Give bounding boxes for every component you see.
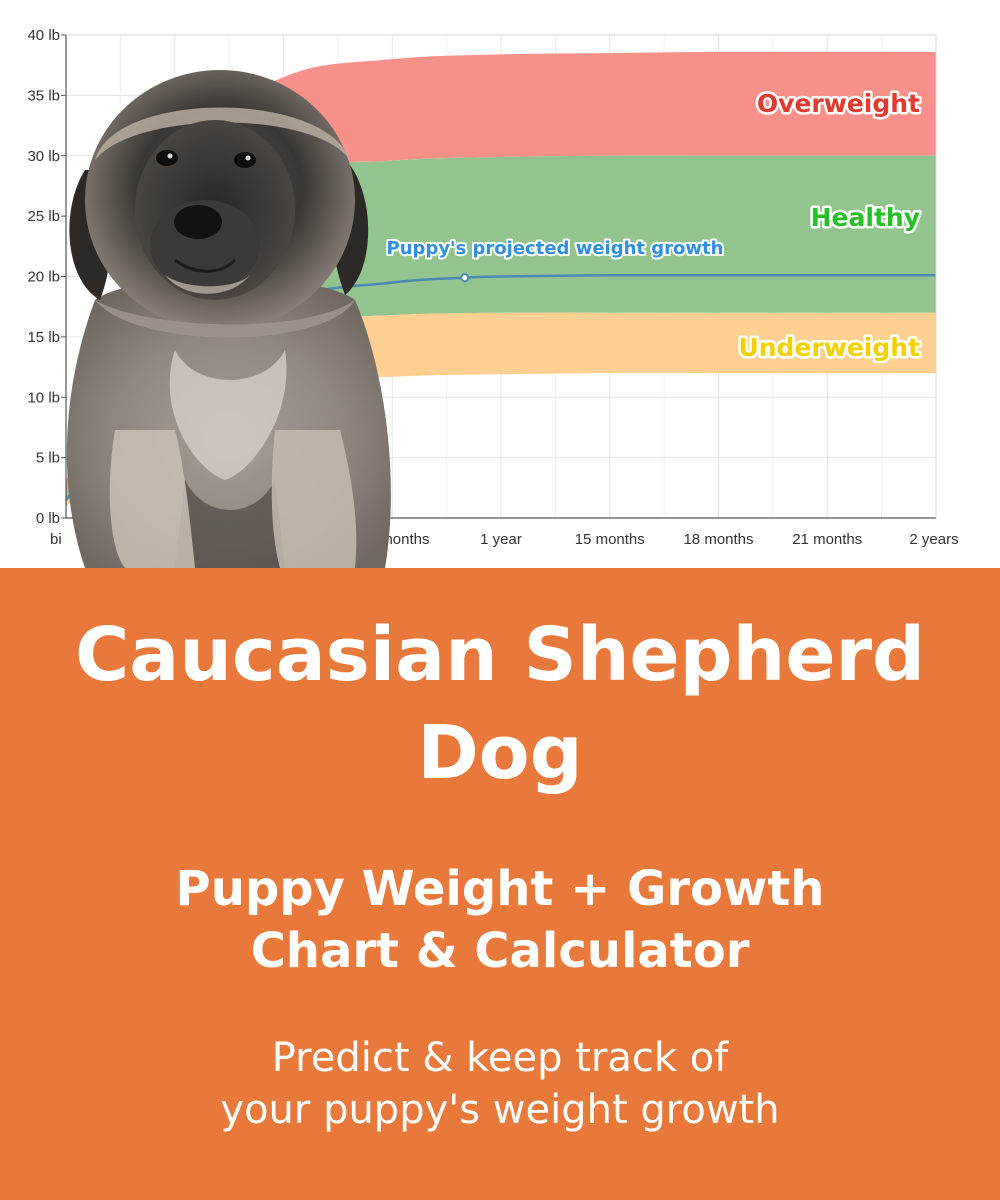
puppy-right-leg <box>271 430 357 568</box>
x-tick-label: 1 year <box>480 531 522 548</box>
x-tick-label: 15 months <box>575 531 645 548</box>
band-label-healthy: Healthy <box>811 203 920 232</box>
x-tick-label: 18 months <box>683 531 753 548</box>
y-tick-label: 35 lb <box>27 87 60 104</box>
tagline: Predict & keep track of your puppy's wei… <box>0 1032 1000 1136</box>
puppy-chest-light <box>169 350 287 480</box>
x-tick-label: 2 years <box>909 531 958 548</box>
tagline-line-2: your puppy's weight growth <box>220 1087 780 1133</box>
breed-title: Caucasian Shepherd Dog <box>75 612 925 796</box>
y-tick-label: 40 lb <box>27 27 60 44</box>
x-tick-label: nonths <box>384 531 429 548</box>
puppy-right-eye <box>234 152 256 168</box>
puppy-photo <box>66 70 391 568</box>
band-label-overweight: Overweight <box>757 89 920 118</box>
y-tick-label: 30 lb <box>27 148 60 165</box>
chart-labels: Overweight Healthy Underweight Puppy's proj… <box>385 87 923 365</box>
puppy-head-tan-rim <box>95 107 350 160</box>
x-tick-label: bi <box>50 531 62 548</box>
chart-subtitle: Puppy Weight + Growth Chart & Calculator <box>0 858 1000 982</box>
projected-growth-point <box>460 273 470 283</box>
chart-axes: 0 lb 5 lb 10 lb 15 lb 20 lb 25 lb 30 lb 35 lb 40… <box>27 27 958 548</box>
weight-chart: 0 lb 5 lb 10 lb 15 lb 20 lb 25 lb 30 lb 35 lb 40… <box>0 0 1000 568</box>
y-tick-label: 5 lb <box>36 450 60 467</box>
subtitle-line-1: Puppy Weight + Growth <box>175 861 825 917</box>
y-tick-label: 25 lb <box>27 208 60 225</box>
puppy-belly-dark <box>175 480 285 568</box>
puppy-left-eye <box>156 150 178 166</box>
y-tick-label: 0 lb <box>36 510 60 527</box>
puppy-neck-ruff <box>95 300 355 338</box>
x-tick-label: 21 months <box>792 531 862 548</box>
puppy-chin-fur <box>165 275 250 294</box>
tagline-line-1: Predict & keep track of <box>271 1035 729 1081</box>
title-banner: Caucasian Shepherd Dog Puppy Weight + Gr… <box>0 568 1000 1200</box>
y-tick-label: 10 lb <box>27 389 60 406</box>
puppy-left-leg <box>109 430 195 568</box>
projected-growth-label: Puppy's projected weight growth <box>387 238 724 259</box>
y-tick-label: 20 lb <box>27 269 60 286</box>
y-tick-label: 15 lb <box>27 329 60 346</box>
puppy-nose <box>174 205 222 239</box>
band-label-underweight: Underweight <box>738 333 920 362</box>
subtitle-line-2: Chart & Calculator <box>250 923 750 979</box>
